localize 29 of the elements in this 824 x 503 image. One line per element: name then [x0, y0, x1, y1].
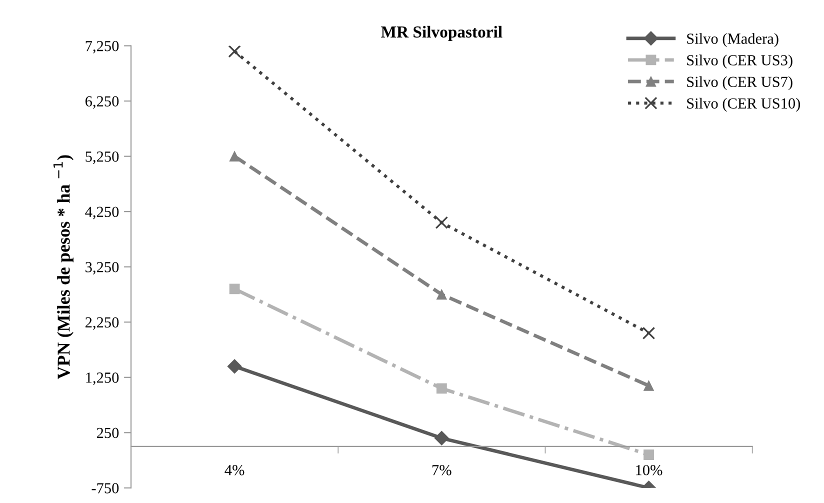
x-tick-label: 10%: [636, 464, 662, 476]
y-tick-label: 1,250: [86, 372, 119, 386]
point: [228, 46, 241, 58]
legend-label: Silvo (Madera): [687, 33, 778, 47]
x-tick-label: 4%: [224, 464, 244, 476]
point: [436, 383, 447, 394]
y-tick-label: 3,250: [86, 262, 119, 274]
y-tick-label: -750: [92, 483, 119, 494]
point: [227, 359, 242, 374]
y-axis-title: VPN (Miles de pesos * ha $^{−1}$): [54, 155, 74, 380]
point: [436, 289, 447, 300]
point: [434, 430, 449, 446]
point: [435, 216, 448, 230]
chart-title: MR Silvopastoril: [381, 26, 502, 41]
point: [229, 151, 240, 162]
y-tick-label: 4,250: [85, 206, 119, 220]
legend-label: Silvo (CER US7): [687, 76, 792, 90]
point: [644, 380, 654, 391]
y-tick-label: 2,250: [86, 317, 119, 330]
y-tick-label: 7,250: [86, 40, 119, 54]
legend-label: Silvo (CER US10): [687, 98, 800, 112]
point: [644, 450, 654, 460]
x-tick-label: 7%: [432, 464, 452, 476]
point: [642, 326, 656, 340]
point: [229, 284, 240, 294]
legend-label: Silvo (CER US3): [687, 54, 792, 69]
y-tick-label: 250: [96, 428, 119, 438]
y-tick-label: 5,250: [86, 151, 119, 164]
y-tick-label: 6,250: [85, 96, 119, 109]
